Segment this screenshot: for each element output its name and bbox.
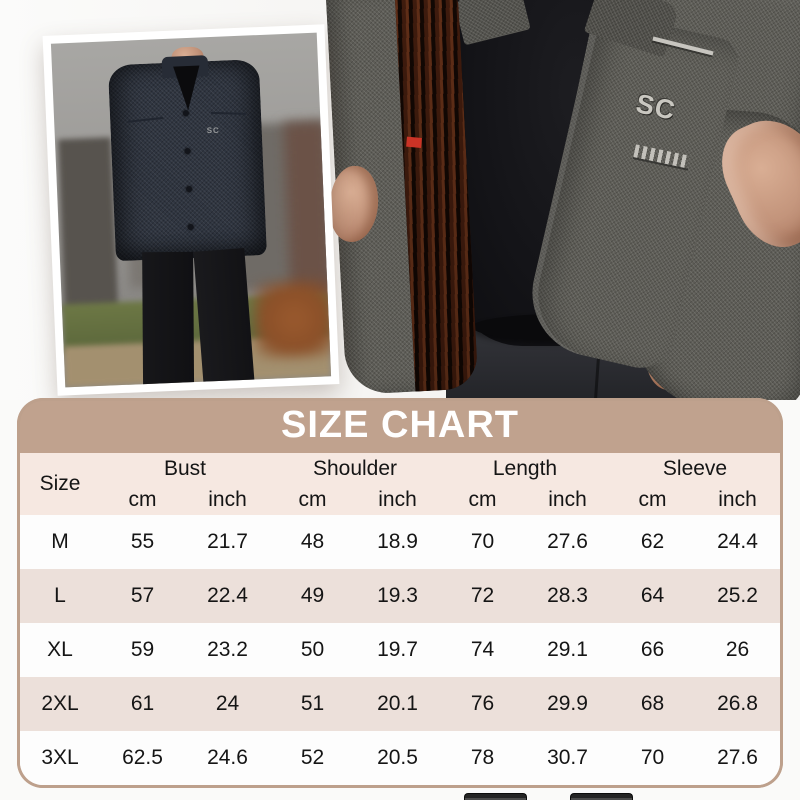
cell-bust-cm: 55 bbox=[130, 530, 155, 553]
cell-bust-inch: 21.7 bbox=[207, 530, 248, 553]
cell-bust-cm: 61 bbox=[130, 692, 155, 715]
unit-inch: inch bbox=[378, 488, 417, 511]
cell-length-cm: 72 bbox=[470, 584, 495, 607]
cell-sleeve-inch: 24.4 bbox=[717, 530, 758, 553]
col-header-size: Size bbox=[39, 472, 81, 495]
background-tree bbox=[283, 121, 332, 303]
unit-inch: inch bbox=[208, 488, 247, 511]
cell-size: XL bbox=[47, 638, 73, 661]
cell-shoulder-cm: 49 bbox=[300, 584, 325, 607]
cell-size: 2XL bbox=[41, 692, 79, 715]
cell-length-cm: 78 bbox=[470, 746, 495, 769]
unit-cm: cm bbox=[468, 488, 497, 511]
cell-length-inch: 29.9 bbox=[547, 692, 588, 715]
table-row: 3XL 62.5 24.6 52 20.5 78 30.7 70 27.6 bbox=[20, 731, 780, 785]
cell-bust-cm: 59 bbox=[130, 638, 155, 661]
cell-length-cm: 70 bbox=[470, 530, 495, 553]
hero-photo-area: SC bbox=[0, 0, 800, 400]
table-row: M 55 21.7 48 18.9 70 27.6 62 24.4 bbox=[20, 515, 780, 569]
col-group-length: Length bbox=[492, 457, 558, 480]
cell-size: L bbox=[54, 584, 66, 607]
cell-shoulder-inch: 20.1 bbox=[377, 692, 418, 715]
model-trouser-leg bbox=[193, 248, 254, 388]
cell-bust-inch: 24.6 bbox=[207, 746, 248, 769]
cell-shoulder-inch: 19.3 bbox=[377, 584, 418, 607]
background-building-left bbox=[57, 137, 118, 312]
size-table: Size Bust Shoulder Length Sleeve cm inch… bbox=[20, 453, 780, 785]
col-group-sleeve: Sleeve bbox=[662, 457, 728, 480]
size-table-wrap: Size Bust Shoulder Length Sleeve cm inch… bbox=[20, 453, 780, 785]
unit-cm: cm bbox=[128, 488, 157, 511]
size-chart-panel: SIZE CHART Size Bust Shoulder Length Sle… bbox=[17, 398, 783, 788]
cell-sleeve-cm: 70 bbox=[640, 746, 665, 769]
unit-cm: cm bbox=[638, 488, 667, 511]
cell-size: 3XL bbox=[41, 746, 79, 769]
cell-sleeve-inch: 26 bbox=[725, 638, 750, 661]
cell-shoulder-inch: 19.7 bbox=[377, 638, 418, 661]
cell-shoulder-inch: 18.9 bbox=[377, 530, 418, 553]
table-row: L 57 22.4 49 19.3 72 28.3 64 25.2 bbox=[20, 569, 780, 623]
cell-shoulder-cm: 48 bbox=[300, 530, 325, 553]
unit-cm: cm bbox=[298, 488, 327, 511]
table-row: XL 59 23.2 50 19.7 74 29.1 66 26 bbox=[20, 623, 780, 677]
cell-bust-cm: 57 bbox=[130, 584, 155, 607]
cell-sleeve-cm: 68 bbox=[640, 692, 665, 715]
thumbnail-partial[interactable] bbox=[570, 793, 633, 800]
cell-length-cm: 76 bbox=[470, 692, 495, 715]
col-group-bust: Bust bbox=[163, 457, 207, 480]
table-row: 2XL 61 24 51 20.1 76 29.9 68 26.8 bbox=[20, 677, 780, 731]
cell-shoulder-cm: 50 bbox=[300, 638, 325, 661]
inset-photo-scene: SC bbox=[50, 32, 332, 388]
cell-length-inch: 29.1 bbox=[547, 638, 588, 661]
cell-bust-inch: 22.4 bbox=[207, 584, 248, 607]
cell-shoulder-inch: 20.5 bbox=[377, 746, 418, 769]
cell-length-inch: 30.7 bbox=[547, 746, 588, 769]
size-chart-title: SIZE CHART bbox=[281, 404, 519, 446]
cell-sleeve-inch: 26.8 bbox=[717, 692, 758, 715]
cell-size: M bbox=[51, 530, 69, 553]
table-header-group-row: Size Bust Shoulder Length Sleeve bbox=[20, 453, 780, 495]
cell-sleeve-inch: 25.2 bbox=[717, 584, 758, 607]
thumbnail-partial[interactable] bbox=[464, 793, 527, 800]
cell-shoulder-cm: 51 bbox=[300, 692, 325, 715]
red-lining-tag bbox=[405, 136, 422, 148]
cell-bust-cm: 62.5 bbox=[122, 746, 163, 769]
cell-bust-inch: 24 bbox=[215, 692, 240, 715]
unit-inch: inch bbox=[718, 488, 757, 511]
cell-sleeve-inch: 27.6 bbox=[717, 746, 758, 769]
col-group-shoulder: Shoulder bbox=[312, 457, 398, 480]
cell-shoulder-cm: 52 bbox=[300, 746, 325, 769]
cell-length-cm: 74 bbox=[470, 638, 495, 661]
unit-inch: inch bbox=[548, 488, 587, 511]
cell-length-inch: 27.6 bbox=[547, 530, 588, 553]
brand-logo-embroidery: SC bbox=[206, 126, 220, 136]
cell-bust-inch: 23.2 bbox=[207, 638, 248, 661]
cell-sleeve-cm: 64 bbox=[640, 584, 665, 607]
cell-length-inch: 28.3 bbox=[547, 584, 588, 607]
table-header-unit-row: cm inch cm inch cm inch cm inch bbox=[20, 485, 780, 515]
model-trouser-leg bbox=[141, 252, 194, 388]
cell-sleeve-cm: 62 bbox=[640, 530, 665, 553]
background-autumn-leaves bbox=[252, 279, 332, 359]
cell-sleeve-cm: 66 bbox=[640, 638, 665, 661]
inset-photo: SC bbox=[42, 24, 340, 396]
